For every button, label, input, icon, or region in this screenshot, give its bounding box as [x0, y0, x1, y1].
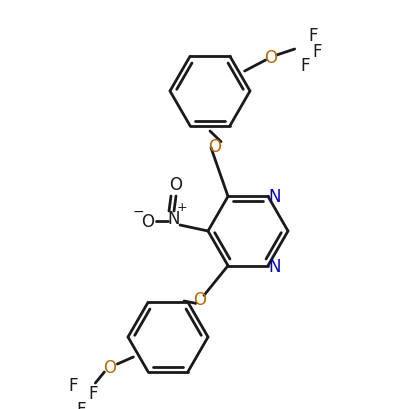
Text: O: O [142, 213, 154, 230]
Text: F: F [308, 27, 317, 45]
Text: −: − [132, 204, 144, 218]
Text: O: O [264, 49, 277, 67]
Text: O: O [103, 358, 116, 376]
Text: O: O [208, 137, 222, 155]
Text: F: F [312, 43, 321, 61]
Text: F: F [300, 57, 309, 75]
Text: F: F [69, 376, 78, 394]
Text: F: F [77, 400, 86, 409]
Text: F: F [89, 384, 98, 402]
Text: N: N [168, 209, 180, 227]
Text: N: N [269, 188, 281, 206]
Text: O: O [194, 291, 206, 308]
Text: O: O [170, 175, 182, 193]
Text: +: + [177, 201, 187, 214]
Text: N: N [269, 257, 281, 275]
